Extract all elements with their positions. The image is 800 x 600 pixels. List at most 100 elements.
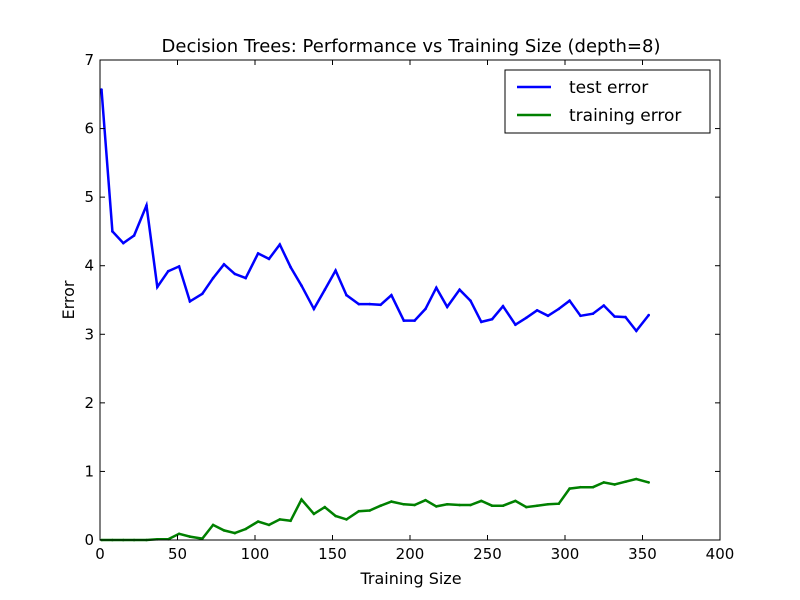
data-point-training-error (390, 500, 393, 503)
data-point-test-error (445, 305, 449, 309)
x-tick-label: 100 (241, 545, 270, 563)
x-tick-label: 300 (551, 545, 580, 563)
data-point-test-error (132, 234, 136, 237)
data-point-test-error (613, 315, 616, 318)
data-point-test-error (379, 303, 382, 307)
y-tick-label: 5 (84, 188, 94, 206)
x-tick-label: 250 (473, 545, 502, 563)
data-point-training-error (424, 498, 427, 502)
data-point-test-error (289, 265, 292, 269)
data-point-training-error (602, 481, 606, 484)
data-point-training-error (647, 481, 650, 484)
data-point-training-error (357, 509, 361, 513)
data-point-test-error (211, 276, 215, 280)
x-tick-label: 200 (396, 545, 425, 563)
data-point-training-error (233, 531, 237, 535)
data-point-training-error (201, 537, 204, 540)
series-line-training-error (101, 477, 650, 542)
data-point-test-error (546, 314, 550, 318)
data-point-test-error (323, 288, 327, 292)
data-point-test-error (490, 317, 494, 321)
data-point-training-error (514, 499, 517, 503)
data-point-training-error (402, 503, 406, 506)
data-point-test-error (579, 314, 582, 318)
data-point-test-error (267, 257, 271, 261)
data-point-test-error (156, 285, 159, 289)
y-tick-label: 1 (84, 462, 94, 480)
data-point-training-error (289, 519, 292, 523)
y-tick-label: 7 (84, 51, 94, 69)
data-point-training-error (501, 504, 505, 508)
data-point-test-error (458, 288, 461, 292)
data-point-test-error (368, 302, 372, 306)
data-point-test-error (177, 265, 181, 268)
data-point-test-error (201, 292, 204, 296)
data-point-test-error (591, 312, 595, 316)
data-point-training-error (458, 503, 461, 507)
data-point-training-error (379, 504, 382, 508)
data-point-training-error (435, 505, 438, 508)
data-point-training-error (624, 480, 627, 484)
x-tick-label: 350 (628, 545, 657, 563)
y-tick-label: 6 (84, 120, 94, 138)
legend: test error training error (504, 69, 711, 134)
legend-label: test error (569, 78, 648, 98)
data-point-training-error (579, 485, 582, 489)
data-point-test-error (244, 276, 247, 280)
data-point-training-error (546, 503, 550, 506)
data-point-training-error (568, 487, 571, 490)
y-axis-label: Error (59, 280, 78, 319)
data-point-test-error (624, 315, 627, 319)
data-point-training-error (267, 523, 271, 527)
plot-area (100, 60, 720, 540)
y-tick-label: 4 (84, 257, 94, 275)
legend-box (504, 69, 711, 134)
legend-label: training error (569, 106, 681, 126)
data-point-training-error (188, 535, 192, 538)
x-tick-label: 0 (95, 545, 105, 563)
data-point-training-error (469, 503, 472, 507)
data-point-test-error (300, 284, 303, 287)
x-tick-label: 50 (168, 545, 187, 563)
data-point-training-error (557, 502, 561, 506)
data-point-test-error (480, 320, 483, 324)
data-point-training-error (244, 527, 247, 531)
data-point-training-error (635, 477, 638, 481)
data-point-test-error (278, 243, 282, 246)
data-point-test-error (345, 293, 348, 297)
data-point-test-error (525, 316, 528, 320)
data-point-test-error (357, 302, 361, 306)
x-tick-label: 400 (706, 545, 735, 563)
data-point-test-error (469, 299, 472, 303)
data-point-test-error (188, 300, 192, 303)
data-point-test-error (568, 299, 571, 303)
data-point-training-error (345, 518, 348, 521)
x-tick-label: 150 (318, 545, 347, 563)
data-point-training-error (300, 498, 303, 501)
y-tick-label: 3 (84, 325, 94, 343)
data-point-training-error (490, 504, 494, 508)
data-point-test-error (166, 269, 170, 273)
data-point-test-error (535, 309, 539, 312)
data-point-training-error (445, 503, 449, 506)
data-point-test-error (501, 304, 505, 308)
data-point-test-error (557, 307, 561, 311)
data-point-training-error (613, 483, 616, 486)
data-point-test-error (100, 88, 103, 91)
data-point-test-error (312, 307, 316, 311)
data-point-training-error (480, 499, 483, 503)
data-point-training-error (525, 505, 528, 509)
data-point-training-error (368, 509, 372, 512)
data-point-test-error (635, 329, 638, 333)
series-layer (100, 88, 650, 542)
series-line-test-error (100, 89, 650, 333)
data-point-training-error (312, 512, 316, 516)
data-point-training-error (256, 520, 260, 523)
data-point-test-error (424, 307, 427, 311)
data-point-test-error (514, 323, 517, 327)
x-axis-label: Training Size (359, 569, 461, 588)
data-point-training-error (211, 523, 215, 527)
data-point-test-error (602, 304, 606, 307)
data-point-test-error (402, 319, 406, 322)
